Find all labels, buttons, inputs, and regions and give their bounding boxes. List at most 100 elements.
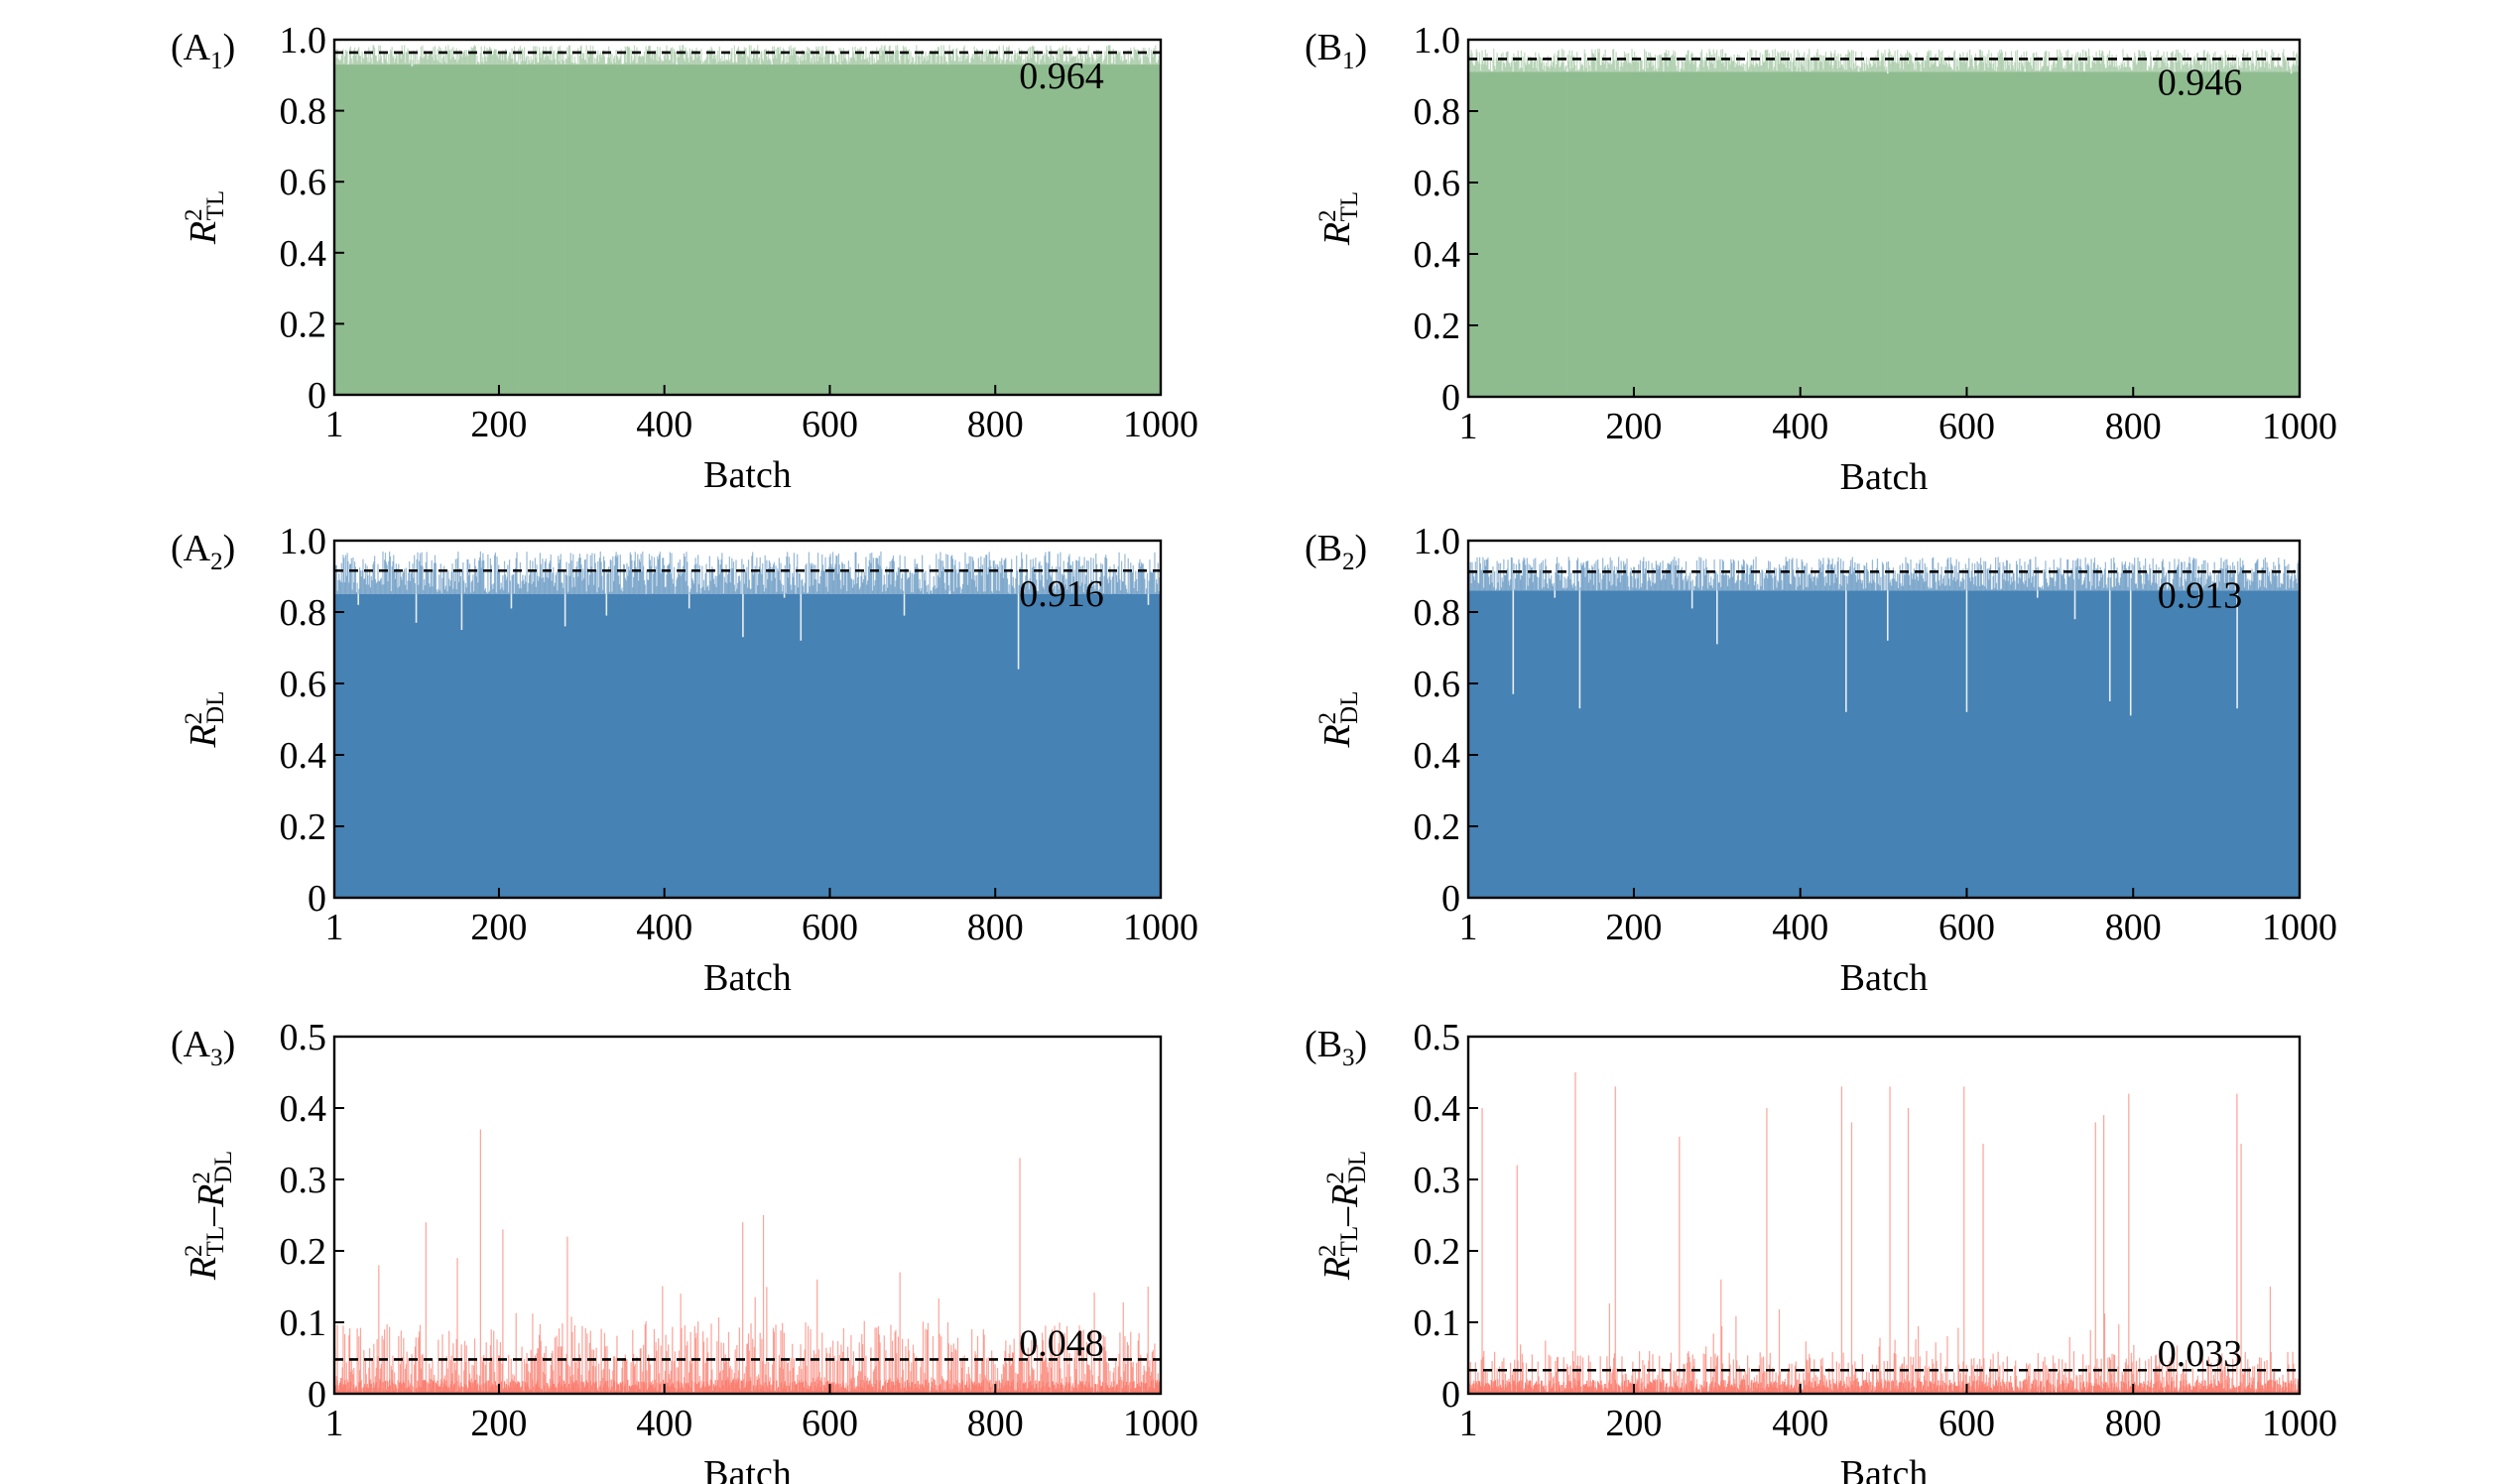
bar — [1571, 584, 1573, 591]
bar — [1540, 562, 1543, 591]
bar — [427, 59, 429, 65]
bar — [758, 57, 760, 65]
bar — [723, 1362, 725, 1394]
bar — [981, 1360, 983, 1394]
bar — [344, 581, 346, 594]
bar — [1741, 66, 1744, 72]
bar — [927, 60, 930, 65]
bar — [698, 564, 700, 594]
bar — [2037, 566, 2040, 591]
bar — [1027, 48, 1029, 65]
bar — [1912, 62, 1915, 72]
bar — [851, 579, 853, 594]
bar — [1602, 574, 1605, 591]
bar — [1833, 53, 1835, 72]
bar — [477, 582, 479, 594]
bar — [705, 1358, 707, 1394]
bar — [459, 55, 461, 65]
bar — [1668, 50, 1670, 72]
bar — [1044, 62, 1046, 65]
bar — [1924, 562, 1926, 591]
bar — [613, 58, 615, 65]
bar — [1945, 584, 1947, 591]
bar — [560, 1346, 562, 1394]
bar — [852, 579, 855, 594]
bar — [589, 45, 591, 65]
bar — [1909, 53, 1911, 72]
bar — [369, 52, 372, 65]
bar — [1918, 62, 1921, 72]
bar — [1680, 571, 1682, 591]
bar — [1843, 56, 1845, 72]
bar — [1954, 70, 1956, 72]
bar — [650, 58, 652, 65]
bar — [370, 58, 372, 65]
bar — [1057, 554, 1059, 594]
bar — [582, 578, 585, 594]
bar — [1585, 561, 1587, 591]
bar — [910, 1371, 912, 1394]
bar — [1809, 573, 1812, 591]
bar — [1062, 46, 1063, 65]
bar — [1050, 574, 1052, 594]
bar — [710, 47, 712, 65]
bar — [1063, 574, 1065, 594]
bar — [2005, 559, 2008, 591]
bar — [1527, 56, 1529, 72]
bar — [1690, 608, 1693, 898]
bar — [475, 576, 477, 594]
bar — [1580, 562, 1582, 591]
bar — [1876, 51, 1879, 72]
bar — [2143, 565, 2145, 591]
bar — [1492, 59, 1494, 72]
bar — [490, 1329, 492, 1394]
bar — [1880, 61, 1882, 72]
bar — [806, 51, 808, 65]
bar — [1016, 60, 1018, 65]
bar — [1731, 576, 1734, 591]
bar — [1652, 582, 1654, 591]
bar — [2122, 49, 2124, 72]
bar — [668, 1374, 671, 1394]
bar — [736, 62, 738, 65]
bar — [2268, 575, 2270, 591]
bar — [2216, 574, 2218, 591]
bar — [1107, 45, 1109, 65]
bar — [643, 579, 646, 594]
bar — [750, 588, 752, 594]
bar — [2287, 56, 2289, 72]
bar — [1657, 55, 1659, 72]
bar — [767, 567, 770, 594]
bar — [340, 55, 342, 65]
bar — [1568, 50, 1570, 72]
bar — [582, 53, 584, 65]
bar — [926, 61, 928, 65]
bar — [2190, 60, 2192, 72]
bar — [1499, 562, 1502, 591]
bar — [695, 563, 697, 594]
bar — [1700, 49, 1703, 72]
bar — [881, 45, 883, 65]
bar — [1607, 567, 1610, 591]
bar — [914, 558, 916, 594]
bar — [690, 57, 692, 65]
bar — [2111, 55, 2113, 72]
bar — [2253, 571, 2256, 591]
bar — [687, 1341, 688, 1394]
bar — [589, 555, 591, 594]
bar — [591, 1349, 593, 1394]
bar — [2206, 54, 2208, 72]
bar — [2196, 52, 2199, 72]
bar — [2115, 55, 2117, 72]
bar — [957, 62, 959, 65]
bar — [602, 1378, 604, 1394]
bar — [1652, 58, 1654, 72]
bar — [912, 57, 914, 65]
bar — [1930, 51, 1932, 72]
bar — [1846, 583, 1848, 591]
bar — [1859, 67, 1861, 72]
bar — [777, 47, 780, 65]
bar — [582, 1382, 585, 1394]
bar — [2046, 582, 2049, 591]
bar — [494, 553, 496, 594]
